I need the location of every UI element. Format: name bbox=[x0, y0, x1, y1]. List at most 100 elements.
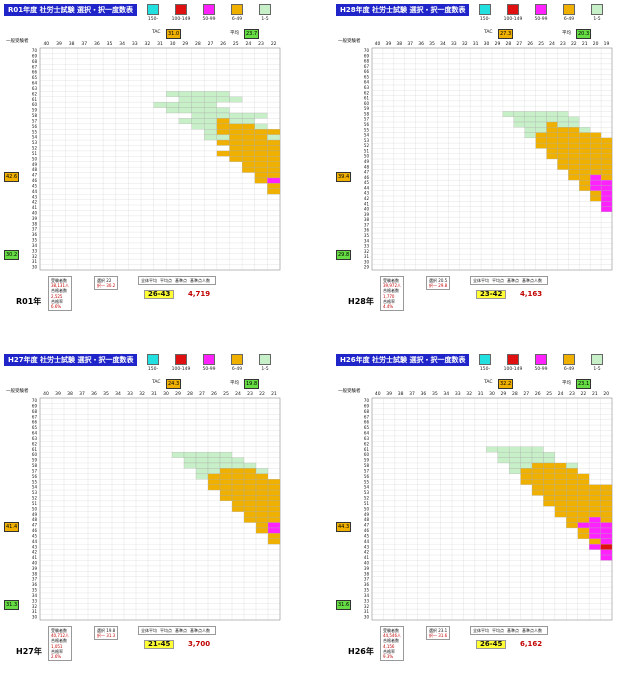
heatmap-cell bbox=[546, 116, 558, 123]
heatmap-cell bbox=[590, 137, 602, 144]
heatmap-cell bbox=[166, 91, 180, 97]
tac-label: TAC bbox=[152, 30, 161, 35]
heatmap-cell bbox=[600, 517, 613, 523]
legend-swatch bbox=[591, 4, 603, 15]
heatmap-cell bbox=[577, 479, 590, 485]
y-tick-label: 55 bbox=[364, 127, 370, 132]
y-tick-label: 46 bbox=[364, 528, 370, 533]
x-tick-label: 36 bbox=[421, 391, 427, 397]
heatmap-cell bbox=[590, 180, 602, 186]
x-tick-label: 32 bbox=[466, 391, 472, 397]
y-tick-label: 64 bbox=[364, 80, 370, 85]
y-tick-label: 30 bbox=[364, 615, 370, 620]
heatmap-cell bbox=[554, 506, 567, 512]
stats-extra: 択一 30.2 bbox=[97, 283, 116, 289]
legend-item: 150- bbox=[142, 354, 164, 372]
heatmap-cell bbox=[543, 489, 555, 496]
heatmap-cell bbox=[207, 479, 221, 485]
heatmap-cell bbox=[191, 123, 205, 130]
y-tick-label: 30 bbox=[32, 265, 38, 270]
avg-value: 23.1 bbox=[576, 379, 592, 389]
avg-value: 19.8 bbox=[244, 379, 260, 389]
legend-swatch bbox=[563, 4, 575, 15]
heatmap-cell bbox=[255, 511, 269, 518]
stats-extra: 択一 29.8 bbox=[429, 283, 448, 289]
y-tick-label: 70 bbox=[32, 48, 38, 53]
legend-label: 6-49 bbox=[231, 367, 243, 372]
stats-line: 40,712人 bbox=[51, 633, 69, 639]
heatmap-cell bbox=[255, 495, 269, 501]
y-tick-label: 36 bbox=[364, 582, 370, 587]
x-tick-label: 20 bbox=[603, 391, 609, 397]
y-tick-label: 63 bbox=[32, 86, 38, 91]
tac-value: 32.2 bbox=[498, 379, 514, 389]
heatmap-cell bbox=[267, 139, 281, 146]
y-tick-label: 33 bbox=[32, 598, 38, 603]
heatmap-cell bbox=[579, 164, 591, 170]
y-tick-label: 58 bbox=[364, 463, 370, 468]
stats-line: 1,051 bbox=[51, 643, 63, 649]
heatmap-cell bbox=[589, 517, 601, 523]
y-tick-label: 32 bbox=[32, 604, 38, 609]
heatmap-cell bbox=[566, 500, 578, 507]
y-tick-label: 41 bbox=[32, 205, 38, 210]
x-tick-label: 32 bbox=[145, 41, 151, 47]
heatmap-cell bbox=[229, 96, 243, 103]
heatmap-cell bbox=[568, 158, 580, 165]
stats-line: 1,770 bbox=[383, 293, 395, 299]
y-tick-label: 60 bbox=[364, 452, 370, 457]
legend-swatch bbox=[175, 354, 187, 365]
heatmap-cell bbox=[590, 169, 602, 175]
stats-line: 受験者数 bbox=[51, 278, 67, 283]
y-tick-label: 56 bbox=[364, 474, 370, 479]
heatmap-cell bbox=[243, 484, 257, 491]
x-tick-label: 29 bbox=[495, 41, 501, 47]
marker-left: 39.4 bbox=[336, 172, 352, 182]
legend-label: 1-5 bbox=[261, 17, 269, 22]
heatmap-cell bbox=[178, 107, 192, 114]
heatmap-cell bbox=[229, 112, 243, 119]
x-tick-label: 28 bbox=[195, 41, 201, 47]
heatmap-grid: 40 39 38 37 36 35 34 33 32 31 30 29 28 27 26 25 24 23 22 21… bbox=[32, 391, 281, 621]
stats-header: 基準点 bbox=[507, 628, 519, 633]
heatmap-cell bbox=[600, 554, 613, 561]
y-tick-label: 38 bbox=[32, 571, 38, 576]
x-tick-label: 30 bbox=[170, 41, 176, 47]
y-tick-label: 68 bbox=[32, 59, 38, 64]
heatmap-cell bbox=[509, 452, 521, 458]
stats-line: 受験者数 bbox=[383, 628, 399, 633]
y-tick-label: 50 bbox=[32, 156, 38, 161]
heatmap-cell bbox=[219, 457, 233, 464]
y-tick-label: 52 bbox=[32, 146, 38, 151]
y-tick-label: 56 bbox=[32, 474, 38, 479]
legend-label: 100-149 bbox=[503, 367, 523, 372]
heatmap-cell bbox=[254, 161, 268, 168]
y-tick-label: 45 bbox=[32, 533, 38, 538]
legend-swatch bbox=[563, 354, 575, 365]
marker-left: 42.6 bbox=[4, 172, 20, 182]
y-tick-label: 54 bbox=[32, 135, 38, 140]
heatmap-cell bbox=[204, 134, 217, 141]
legend-item: 1-5 bbox=[586, 354, 608, 372]
heatmap-cell bbox=[207, 473, 221, 480]
heatmap-cell bbox=[579, 148, 591, 154]
stats-line: 44,546人 bbox=[383, 633, 401, 639]
y-tick-label: 62 bbox=[364, 441, 370, 446]
y-tick-label: 50 bbox=[364, 154, 370, 159]
heatmap-cell bbox=[183, 462, 197, 469]
y-tick-label: 30 bbox=[364, 259, 370, 264]
heatmap-cell bbox=[207, 484, 221, 491]
y-tick-label: 45 bbox=[364, 533, 370, 538]
heatmap-cell bbox=[600, 174, 613, 181]
heatmap-cell bbox=[178, 118, 192, 124]
heatmap-cell bbox=[267, 167, 281, 173]
stats-line: 合格率 bbox=[383, 298, 395, 304]
x-tick-label: 22 bbox=[581, 391, 587, 397]
heatmap-cell bbox=[243, 500, 257, 507]
legend-item: 100-149 bbox=[502, 354, 524, 372]
heatmap-cell bbox=[543, 479, 555, 485]
heatmap-cell bbox=[254, 123, 268, 130]
heatmap-cell bbox=[520, 462, 533, 469]
stats-header: 全体平均 bbox=[141, 628, 157, 633]
heatmap-cell bbox=[178, 102, 192, 108]
